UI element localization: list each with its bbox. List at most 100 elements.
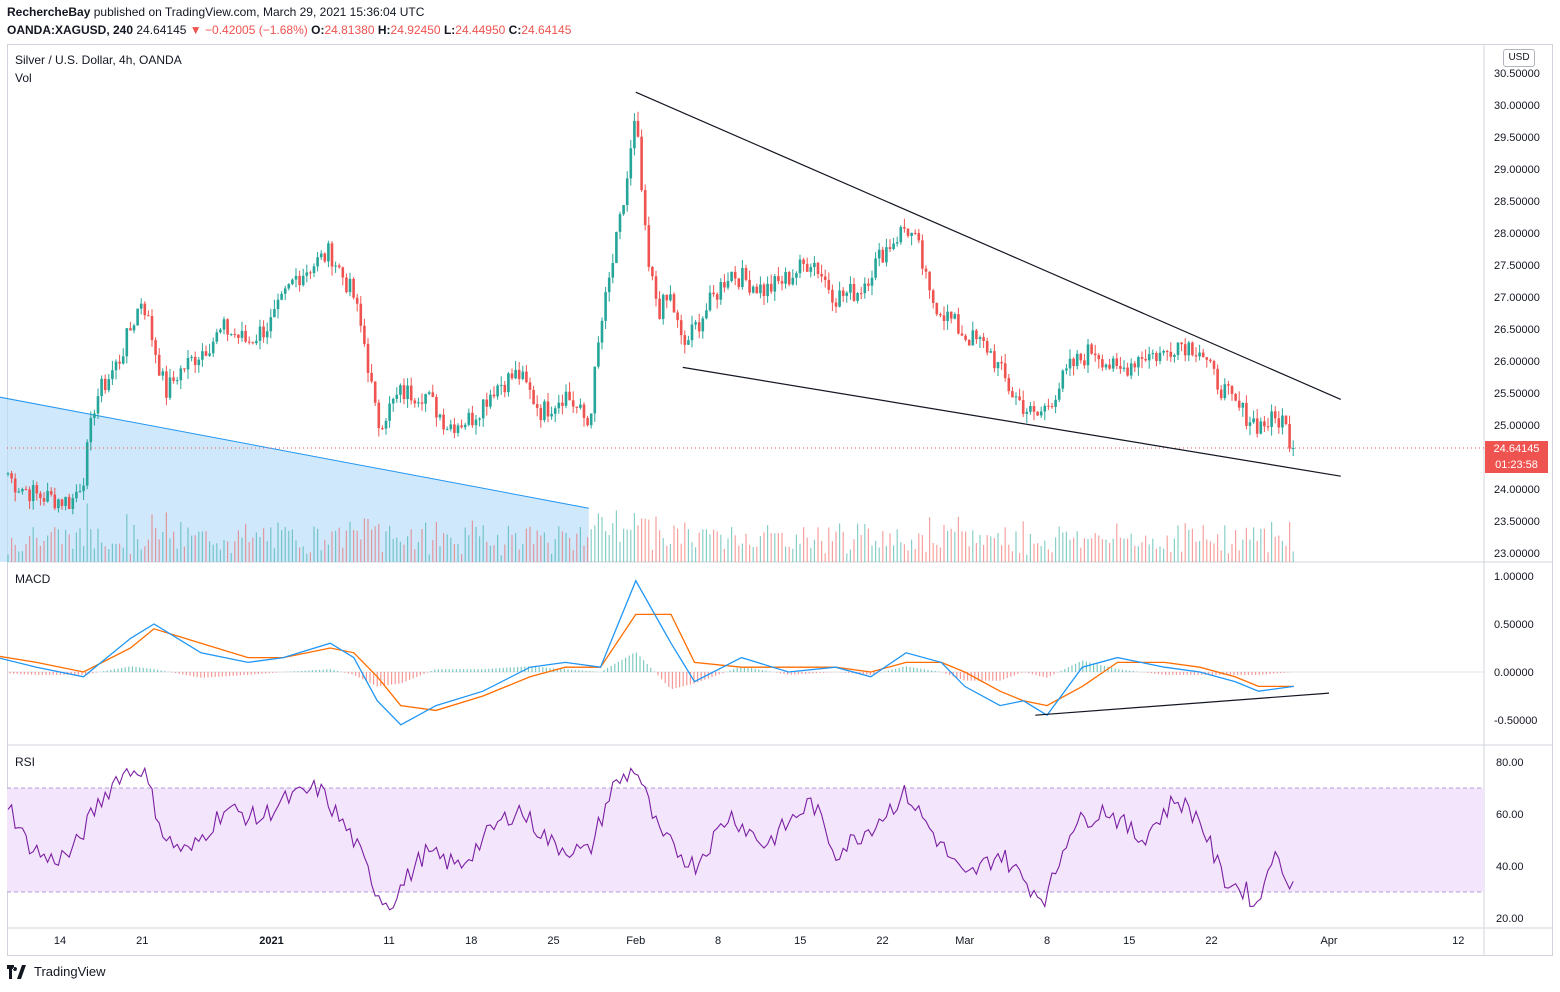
- volume-bar: [518, 549, 520, 562]
- volume-bar: [1274, 536, 1276, 562]
- candle-body: [579, 404, 582, 408]
- volume-bar: [659, 530, 661, 562]
- volume-bar: [558, 526, 560, 562]
- price-tick-label: 30.50000: [1494, 68, 1540, 80]
- candle-body: [1165, 350, 1169, 352]
- candle-body: [190, 356, 193, 358]
- volume-bar: [252, 537, 254, 562]
- open-value: 24.81380: [324, 23, 375, 37]
- candle-body: [132, 325, 136, 331]
- main-pane-title[interactable]: Silver / U.S. Dollar, 4h, OANDA: [15, 53, 182, 67]
- candle-body: [449, 424, 453, 430]
- volume-bar: [1271, 521, 1273, 562]
- volume-bar: [446, 534, 448, 562]
- candle-body: [345, 277, 348, 293]
- candle-body: [910, 232, 913, 236]
- candle-body: [489, 394, 492, 407]
- low-value: 24.44950: [455, 23, 506, 37]
- last-price-tag: 24.64145: [1485, 441, 1548, 457]
- volume-bar: [1170, 552, 1172, 562]
- volume-label[interactable]: Vol: [15, 71, 32, 85]
- volume-bar: [849, 549, 851, 562]
- volume-bar: [540, 535, 542, 562]
- candle-body: [643, 190, 647, 226]
- volume-bar: [504, 544, 506, 562]
- candle-body: [13, 478, 17, 493]
- currency-button[interactable]: USD: [1503, 49, 1535, 67]
- candle-body: [262, 326, 265, 338]
- candle-body: [777, 276, 780, 282]
- candle-body: [849, 283, 852, 293]
- publisher-name[interactable]: RechercheBay: [7, 5, 91, 19]
- rsi-label[interactable]: RSI: [15, 755, 36, 769]
- volume-bar: [381, 551, 383, 562]
- candle-body: [1093, 353, 1097, 356]
- footer-brand[interactable]: TradingView: [7, 964, 106, 979]
- candle-body: [733, 271, 737, 279]
- resistance-zone: [0, 397, 589, 562]
- symbol-label[interactable]: OANDA:XAGUSD, 240: [7, 23, 134, 37]
- volume-bar: [345, 530, 347, 562]
- rsi-tick-label: 80.00: [1496, 757, 1524, 769]
- volume-bar: [374, 526, 376, 562]
- volume-bar: [342, 547, 344, 562]
- candle-body: [1273, 411, 1277, 419]
- candle-body: [1126, 367, 1129, 376]
- candle-body: [427, 392, 431, 395]
- candle-body: [805, 263, 809, 272]
- time-tick-label: 18: [465, 935, 477, 947]
- candle-body: [827, 279, 831, 290]
- candle-body: [816, 262, 820, 274]
- volume-bar: [691, 542, 693, 562]
- candle-body: [445, 429, 449, 431]
- candle-body: [1245, 402, 1248, 426]
- candle-body: [996, 362, 1000, 369]
- macd-tick-label: 0.00000: [1494, 667, 1534, 679]
- volume-bar: [533, 544, 535, 562]
- candle-body: [539, 407, 543, 421]
- candle-body: [373, 381, 377, 403]
- candle-body: [255, 340, 258, 344]
- candle-body: [197, 359, 201, 366]
- volume-bar: [327, 544, 329, 562]
- volume-bar: [1062, 532, 1064, 562]
- volume-bar: [875, 540, 877, 562]
- volume-bar: [158, 539, 160, 562]
- volume-bar: [633, 513, 635, 562]
- candle-body: [705, 310, 708, 319]
- volume-bar: [579, 526, 581, 562]
- volume-bar: [561, 531, 563, 562]
- publish-info: RechercheBay published on TradingView.co…: [7, 5, 424, 19]
- candle-body: [744, 267, 748, 280]
- candle-body: [978, 337, 982, 340]
- candle-body: [269, 317, 273, 332]
- candle-body: [1191, 342, 1194, 356]
- candle-body: [669, 294, 672, 301]
- volume-bar: [1289, 522, 1291, 562]
- candle-body: [46, 491, 49, 502]
- volume-bar: [975, 543, 977, 562]
- candle-body: [809, 267, 813, 272]
- candle-body: [1281, 415, 1284, 428]
- candle-body: [391, 398, 395, 404]
- candle-body: [1090, 344, 1093, 354]
- volume-bar: [464, 527, 466, 562]
- volume-bar: [889, 533, 891, 562]
- volume-bar: [954, 531, 956, 562]
- candle-body: [388, 403, 391, 421]
- candle-body: [712, 292, 715, 295]
- volume-bar: [443, 533, 445, 562]
- volume-bar: [925, 551, 927, 562]
- candle-body: [1025, 411, 1029, 414]
- candle-body: [726, 280, 730, 288]
- volume-bar: [1253, 527, 1255, 562]
- volume-bar: [173, 531, 175, 562]
- candle-body: [1227, 384, 1230, 386]
- candle-body: [651, 266, 654, 277]
- volume-bar: [1127, 538, 1129, 562]
- volume-bar: [752, 546, 754, 562]
- macd-label[interactable]: MACD: [15, 572, 51, 586]
- high-value: 24.92450: [390, 23, 441, 37]
- candle-body: [363, 325, 366, 345]
